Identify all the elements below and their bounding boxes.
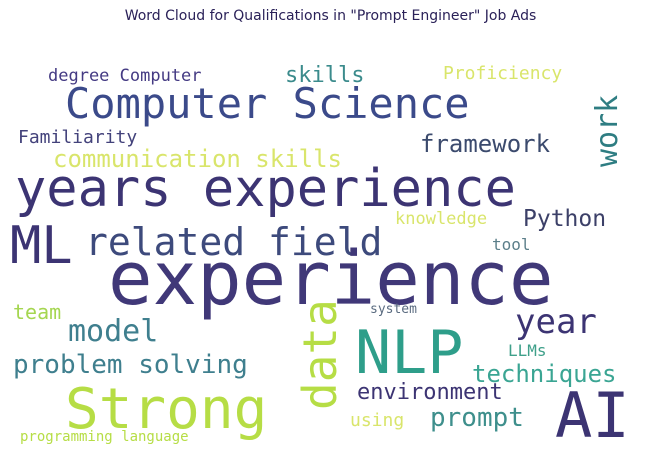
word-prompt: prompt (430, 403, 524, 433)
word-related-field: related field (85, 220, 383, 264)
word-python: Python (523, 206, 607, 232)
word-ai: AI (555, 379, 630, 452)
word-model: model (68, 314, 159, 349)
word-year: year (515, 302, 597, 342)
word-work: work (590, 94, 625, 167)
word-programming-language: programming language (20, 429, 189, 445)
word-environment: environment (357, 380, 503, 405)
word-cloud: degree Computer skills Proficiency work … (10, 45, 650, 450)
word-team: team (13, 300, 62, 324)
word-problem-solving: problem solving (13, 350, 248, 380)
word-tool: tool (492, 235, 531, 254)
word-years-experience: years experience (15, 159, 516, 219)
word-knowledge: knowledge (395, 209, 488, 229)
chart-title: Word Cloud for Qualifications in "Prompt… (124, 8, 537, 24)
word-using: using (350, 410, 405, 431)
word-nlp: NLP (355, 318, 464, 388)
word-skills: skills (285, 63, 365, 88)
word-degree-computer: degree Computer (48, 66, 202, 86)
word-framework: framework (420, 130, 551, 158)
word-system: system (370, 302, 417, 317)
word-techniques: techniques (472, 360, 617, 388)
word-computer-science: Computer Science (65, 79, 470, 128)
word-data: data (293, 299, 347, 410)
word-communication-skills: communication skills (53, 145, 342, 173)
word-llms: LLMs (508, 341, 547, 360)
word-ml: ML (10, 216, 73, 276)
word-proficiency: Proficiency (443, 63, 563, 84)
word-strong: Strong (65, 377, 268, 442)
word-experience: experience (108, 236, 554, 322)
word-familiarity: Familiarity (18, 127, 138, 148)
